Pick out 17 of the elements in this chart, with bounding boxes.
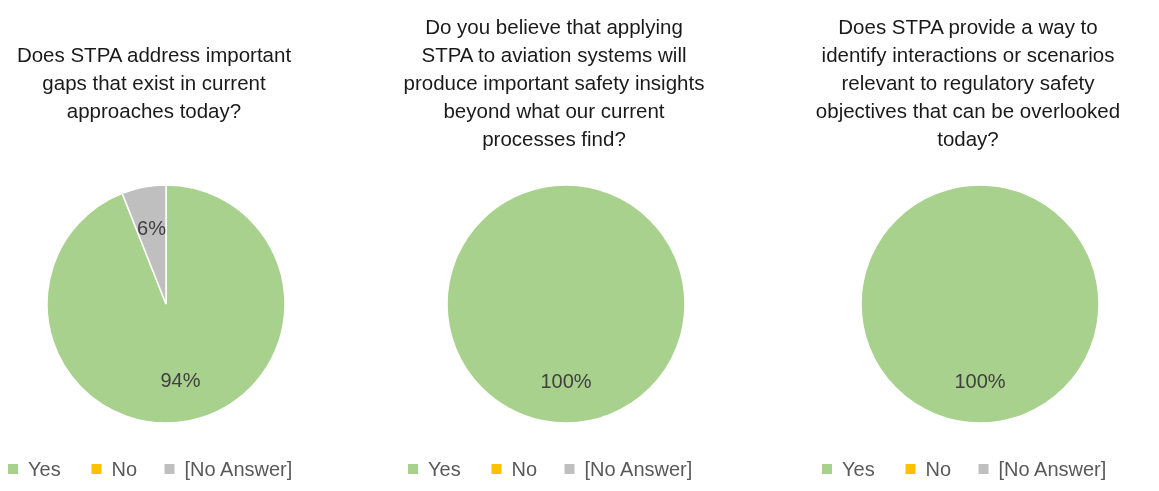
data-label: 100% <box>954 370 1006 393</box>
legend-label: [No Answer] <box>584 458 693 480</box>
chart-title: Does STPA address important gaps that exist in current approaches today? <box>16 43 292 122</box>
data-label: 6% <box>137 217 167 240</box>
legend-label: No <box>925 458 952 480</box>
data-label: 94% <box>160 368 201 391</box>
legend-label: [No Answer] <box>184 458 293 480</box>
legend-label: No <box>111 458 138 480</box>
legend-label: [No Answer] <box>998 458 1107 480</box>
legend-label: Yes <box>428 458 461 480</box>
legend-label: Yes <box>842 458 875 480</box>
legend-label: Yes <box>28 458 61 480</box>
chart-title: Does STPA provide a way to identify interactions or scenarios relevant to regulatory safety objectives that can be overlooked today? <box>815 15 1121 150</box>
chart-title: Do you believe that applying STPA to aviation systems will produce important safety insights beyond what our current processes find? <box>403 15 705 150</box>
legend-label: No <box>511 458 538 480</box>
data-label: 100% <box>540 370 592 393</box>
pie-slice <box>46 184 286 424</box>
